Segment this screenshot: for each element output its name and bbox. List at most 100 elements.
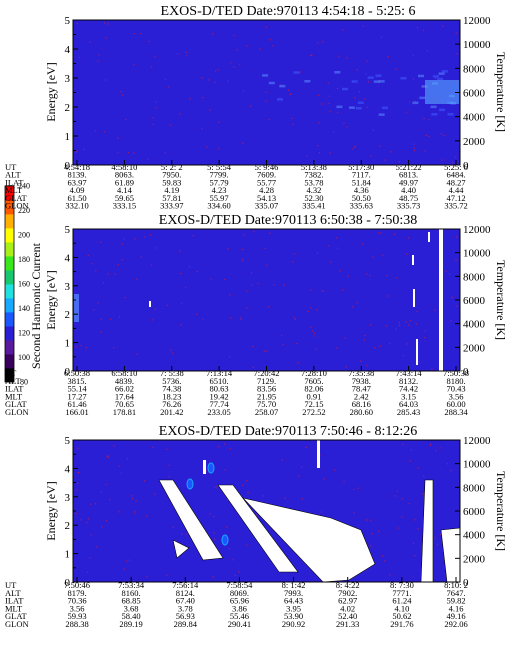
elevated-flux-mark	[441, 70, 448, 73]
speckle-mark	[363, 339, 365, 341]
ephemeris-value: 59.82	[446, 596, 465, 606]
ephemeris-value: 7:43:14	[396, 368, 423, 378]
speckle-mark	[448, 273, 451, 275]
speckle-mark	[413, 143, 415, 145]
speckle-mark	[428, 119, 430, 121]
speckle-mark	[336, 237, 338, 239]
speckle-mark	[224, 443, 226, 445]
speckle-mark	[105, 483, 107, 486]
ephemeris-value: 7771.	[392, 588, 411, 598]
ephemeris-value: 50.62	[392, 611, 411, 621]
speckle-mark	[368, 81, 370, 83]
speckle-mark	[232, 559, 234, 561]
y-tick-label: 5	[65, 224, 71, 236]
ephemeris-value: 272.52	[302, 407, 325, 417]
ephemeris-value: 178.81	[113, 407, 136, 417]
speckle-mark	[456, 236, 458, 238]
ephemeris-row-label: GLAT	[5, 399, 28, 409]
speckle-mark	[136, 353, 138, 355]
speckle-mark	[380, 232, 382, 234]
colorbar-swatch	[5, 326, 14, 341]
speckle-mark	[146, 575, 148, 577]
elevated-flux-mark	[334, 71, 341, 74]
speckle-mark	[90, 503, 92, 505]
speckle-mark	[443, 134, 445, 137]
ephemeris-row-label: GLON	[5, 619, 29, 629]
ephemeris-value: 61.50	[67, 193, 86, 203]
speckle-mark	[242, 484, 244, 486]
ephemeris-value: 166.01	[65, 407, 88, 417]
ephemeris-value: 3815.	[67, 376, 86, 386]
speckle-mark	[265, 100, 267, 102]
y-tick-label: 4	[65, 252, 71, 264]
ephemeris-value: 333.15	[113, 201, 136, 211]
speckle-mark	[412, 55, 414, 57]
speckle-mark	[230, 62, 232, 64]
speckle-mark	[126, 458, 129, 460]
ephemeris-value: 56.93	[176, 611, 195, 621]
ephemeris-value: 75.70	[257, 399, 276, 409]
speckle-mark	[251, 284, 253, 286]
ephemeris-value: 4.02	[340, 603, 355, 613]
speckle-mark	[87, 254, 89, 256]
speckle-mark	[75, 151, 77, 153]
speckle-mark	[147, 158, 149, 160]
speckle-mark	[380, 36, 382, 38]
ephemeris-value: 7:28:10	[301, 368, 327, 378]
ephemeris-value: 67.40	[176, 596, 195, 606]
speckle-mark	[185, 51, 187, 53]
speckle-mark	[456, 53, 458, 55]
y-tick-label: 1	[65, 338, 71, 350]
ephemeris-value: 52.30	[304, 193, 323, 203]
speckle-mark	[356, 69, 358, 71]
speckle-mark	[406, 343, 408, 345]
panel-2-ylabel: Energy [eV]	[44, 270, 58, 329]
speckle-mark	[293, 316, 295, 319]
ephemeris-value: 49.16	[446, 611, 465, 621]
speckle-mark	[151, 319, 153, 321]
ephemeris-value: 6484.	[446, 170, 465, 180]
speckle-mark	[434, 537, 436, 539]
speckle-mark	[425, 134, 427, 136]
speckle-mark	[417, 528, 419, 530]
speckle-mark	[240, 318, 242, 320]
ephemeris-value: 21.95	[257, 391, 276, 401]
speckle-mark	[401, 498, 403, 500]
speckle-mark	[320, 511, 322, 513]
speckle-mark	[218, 446, 220, 448]
ephemeris-value: 68.85	[122, 596, 141, 606]
speckle-mark	[107, 23, 109, 25]
speckle-mark	[314, 332, 316, 334]
speckle-mark	[148, 40, 150, 42]
ephemeris-value: 5:21:22	[396, 162, 422, 172]
ephemeris-value: 7605.	[304, 376, 323, 386]
data-gap-mark	[428, 232, 430, 242]
speckle-mark	[265, 91, 267, 93]
speckle-mark	[283, 284, 285, 286]
speckle-mark	[397, 527, 399, 529]
ephemeris-row-label: MLT	[5, 185, 23, 195]
ephemeris-value: 3.15	[401, 391, 416, 401]
panel-2-y2label: Temperature [K]	[494, 260, 505, 340]
speckle-mark	[370, 545, 372, 547]
elevated-flux-mark	[342, 87, 348, 91]
speckle-mark	[77, 482, 79, 485]
speckle-mark	[242, 90, 244, 92]
ephemeris-value: 7:53:34	[118, 580, 145, 590]
speckle-mark	[389, 343, 391, 345]
speckle-mark	[121, 259, 123, 261]
speckle-mark	[265, 350, 268, 352]
speckle-mark	[362, 243, 364, 245]
speckle-mark	[120, 91, 122, 93]
speckle-mark	[394, 495, 396, 497]
panel-2-title: EXOS-D/TED Date:970113 6:50:38 - 7:50:38	[159, 213, 417, 228]
speckle-mark	[109, 498, 111, 501]
speckle-mark	[418, 361, 421, 363]
speckle-mark	[77, 447, 79, 449]
colorbar-swatches	[5, 186, 14, 383]
y2-tick-label: 2000	[463, 553, 486, 565]
speckle-mark	[297, 362, 299, 364]
speckle-mark	[214, 538, 216, 540]
ephemeris-value: 74.42	[399, 384, 418, 394]
